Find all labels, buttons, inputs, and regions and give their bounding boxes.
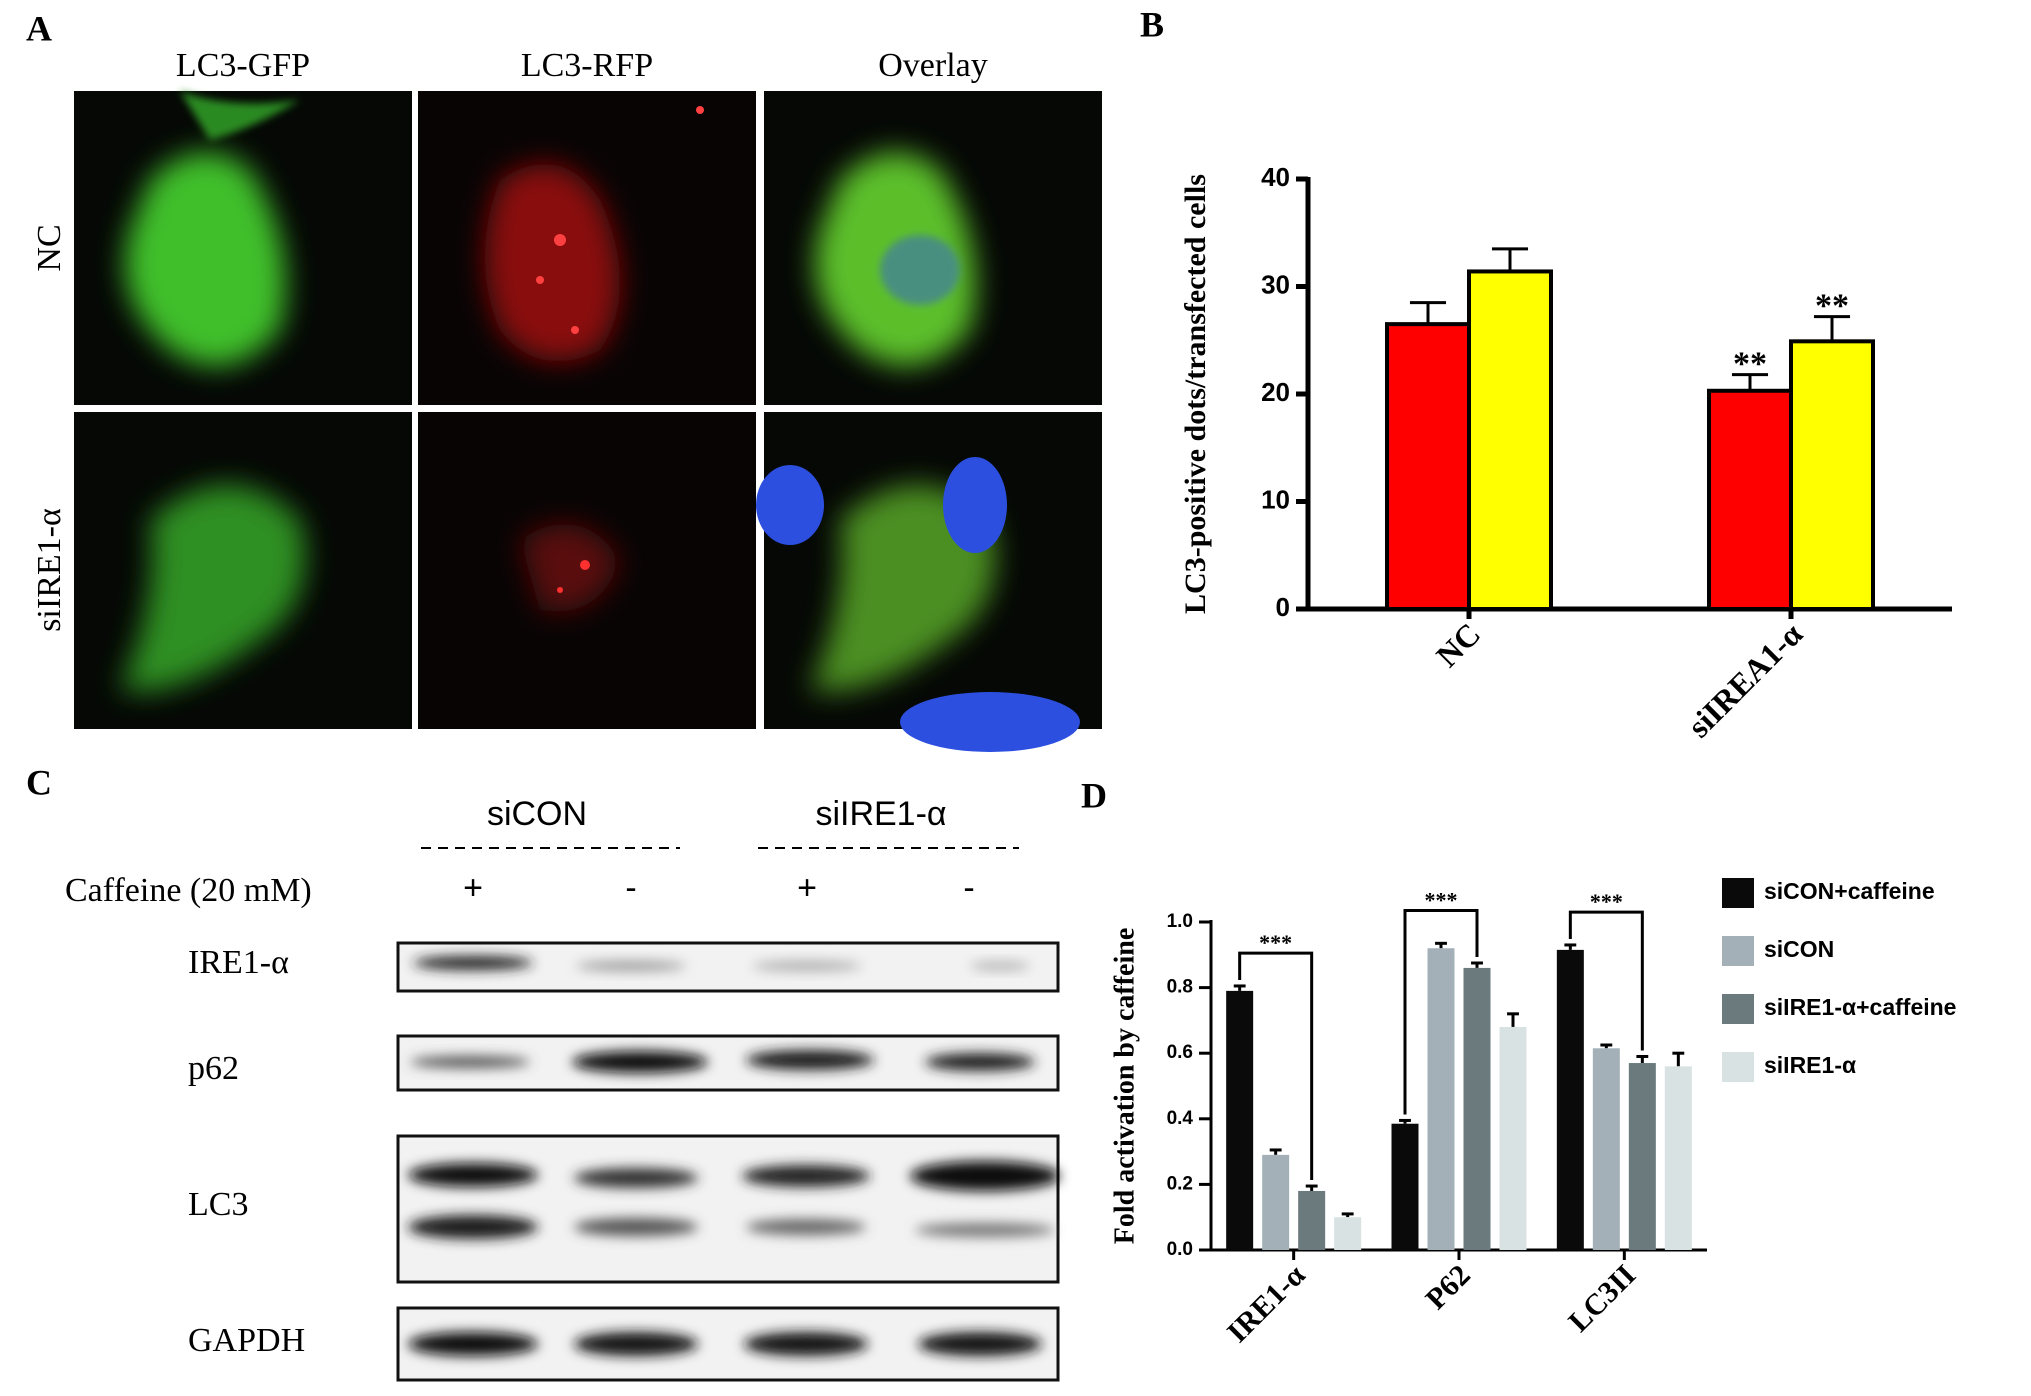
significance-bracket: [1568, 910, 1644, 1051]
legend-label: siCON: [1764, 936, 1834, 962]
y-tick-label: 40: [1261, 162, 1290, 192]
y-tick-label: 0: [1276, 592, 1290, 622]
x-tick-label: LC3II: [1562, 1258, 1642, 1338]
significance: **: [1815, 287, 1849, 324]
row-label: siIRE1-α: [31, 508, 68, 632]
treatment-sign: +: [797, 869, 817, 907]
bar: [1499, 1026, 1527, 1250]
band-label: GAPDH: [188, 1322, 305, 1359]
legend-swatch: [1722, 936, 1754, 966]
significance: **: [1733, 345, 1767, 382]
column-label: Overlay: [878, 47, 988, 84]
bar: [1463, 967, 1491, 1250]
y-tick-label: 10: [1261, 484, 1290, 514]
micrographs: [74, 91, 1102, 752]
panel-label: C: [26, 762, 52, 802]
group-label: siCON: [487, 795, 587, 833]
y-tick-label: 0.0: [1167, 1239, 1193, 1260]
y-tick-label: 1.0: [1167, 911, 1193, 932]
panel-label: A: [26, 8, 52, 48]
treatment-label: Caffeine (20 mM): [65, 872, 312, 909]
y-axis-label: LC3-positive dots/transfected cells: [1179, 174, 1212, 614]
legend-label: siIRE1-α+caffeine: [1764, 994, 1956, 1020]
legend-swatch: [1722, 1052, 1754, 1082]
bar: [1427, 948, 1455, 1250]
panel-label: B: [1140, 4, 1164, 44]
row-label: NC: [31, 224, 68, 271]
significance-bracket: [1238, 951, 1314, 1181]
bar: [1467, 269, 1553, 611]
treatment-sign: -: [625, 869, 636, 907]
significance: ***: [1590, 889, 1623, 914]
bar: [1334, 1217, 1362, 1250]
bar: [1592, 1048, 1620, 1250]
legend-swatch: [1722, 994, 1754, 1024]
treatment-sign: -: [963, 869, 974, 907]
group-label: siIRE1-α: [815, 795, 946, 833]
y-tick-label: 0.4: [1167, 1108, 1194, 1129]
y-tick-label: 20: [1261, 377, 1290, 407]
bar: [1789, 339, 1875, 611]
y-axis-label: Fold activation by caffeine: [1109, 928, 1140, 1245]
significance: ***: [1259, 930, 1292, 955]
panel-label: D: [1081, 775, 1107, 815]
bar: [1226, 990, 1254, 1250]
y-tick-label: 0.2: [1167, 1173, 1193, 1194]
x-tick-label: siIREA1-α: [1681, 616, 1810, 745]
y-tick-label: 0.8: [1167, 977, 1193, 998]
y-tick-label: 30: [1261, 269, 1290, 299]
bar: [1664, 1066, 1692, 1250]
band-label: IRE1-α: [188, 944, 289, 981]
x-tick-label: P62: [1419, 1258, 1477, 1316]
band-label: LC3: [188, 1186, 248, 1223]
legend-label: siIRE1-α: [1764, 1052, 1856, 1078]
x-tick-label: IRE1-α: [1221, 1258, 1312, 1349]
legend-label: siCON+caffeine: [1764, 878, 1935, 904]
bar: [1385, 322, 1471, 611]
legend-swatch: [1722, 878, 1754, 908]
column-label: LC3-GFP: [176, 47, 310, 84]
treatment-sign: +: [463, 869, 483, 907]
significance-bracket: [1403, 909, 1479, 1115]
western-blot: [396, 941, 1060, 1382]
bar: [1707, 388, 1793, 611]
column-label: LC3-RFP: [521, 47, 653, 84]
significance: ***: [1425, 888, 1458, 913]
bar: [1391, 1123, 1419, 1250]
x-tick-label: NC: [1429, 616, 1487, 674]
band-label: p62: [188, 1050, 239, 1087]
bar: [1556, 949, 1584, 1250]
y-tick-label: 0.6: [1167, 1042, 1193, 1063]
charts: LC3-positive dots/transfected cells 0 10 20…: [1109, 162, 1956, 1349]
bar: [1298, 1190, 1326, 1250]
bar: [1262, 1154, 1290, 1250]
bar: [1628, 1063, 1656, 1250]
